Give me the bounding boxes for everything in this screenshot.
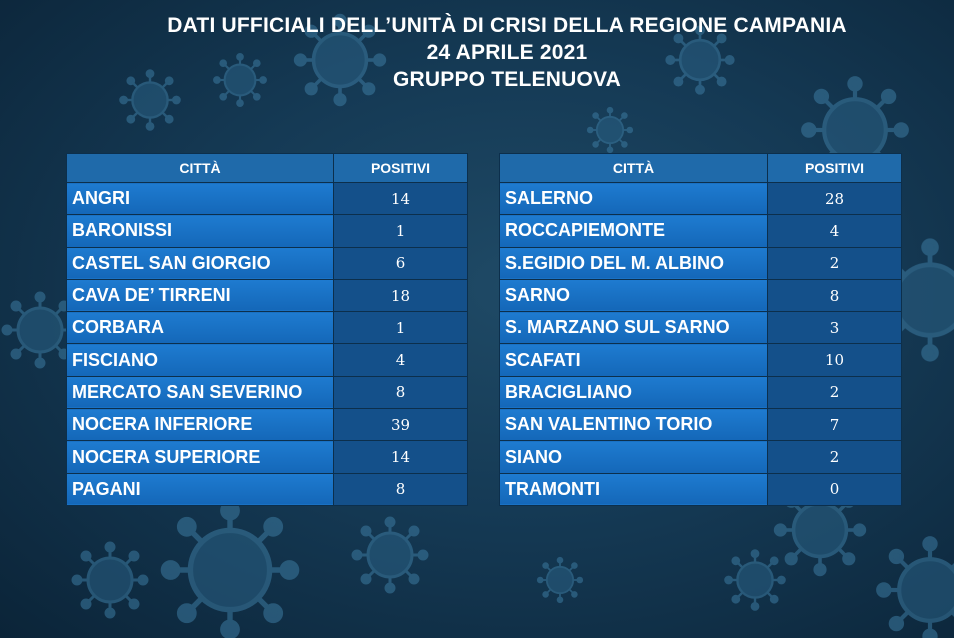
city-cell: S.EGIDIO DEL M. ALBINO: [499, 246, 768, 280]
header-title: DATI UFFICIALI DELL’UNITÀ DI CRISI DELLA…: [167, 14, 847, 37]
positives-cell: 3: [767, 311, 902, 345]
city-cell: MERCATO SAN SEVERINO: [66, 375, 334, 410]
positives-cell: 1: [333, 311, 468, 345]
table-row: SCAFATI 10: [499, 343, 902, 377]
city-cell: FISCIANO: [66, 343, 334, 377]
positives-table-right: CITTÀ POSITIVI SALERNO 28 ROCCAPIEMONTE 4 …: [499, 153, 902, 506]
positives-cell: 6: [333, 246, 468, 280]
table-row: BRACIGLIANO 2: [499, 375, 902, 410]
table-header-row: CITTÀ POSITIVI: [66, 153, 468, 183]
city-cell: NOCERA INFERIORE: [66, 408, 334, 442]
city-cell: SARNO: [499, 278, 768, 313]
city-cell: CASTEL SAN GIORGIO: [66, 246, 334, 280]
city-cell: ROCCAPIEMONTE: [499, 214, 768, 248]
city-cell: SAN VALENTINO TORIO: [499, 408, 768, 442]
city-cell: SIANO: [499, 440, 768, 474]
table-row: SAN VALENTINO TORIO 7: [499, 408, 902, 442]
city-cell: SCAFATI: [499, 343, 768, 377]
city-cell: BRACIGLIANO: [499, 375, 768, 410]
positives-cell: 39: [333, 408, 468, 442]
table-row: CAVA DE’ TIRRENI 18: [66, 278, 468, 313]
table-row: SIANO 2: [499, 440, 902, 474]
column-header-positives: POSITIVI: [767, 153, 902, 183]
positives-cell: 8: [333, 375, 468, 410]
column-header-city: CITTÀ: [66, 153, 334, 183]
positives-cell: 4: [767, 214, 902, 248]
positives-cell: 1: [333, 214, 468, 248]
city-cell: CAVA DE’ TIRRENI: [66, 278, 334, 313]
positives-cell: 10: [767, 343, 902, 377]
city-cell: CORBARA: [66, 311, 334, 345]
table-row: S. MARZANO SUL SARNO 3: [499, 311, 902, 345]
table-row: SALERNO 28: [499, 181, 902, 216]
positives-table-left: CITTÀ POSITIVI ANGRI 14 BARONISSI 1 CASTEL…: [66, 153, 468, 506]
positives-cell: 14: [333, 181, 468, 216]
table-row: FISCIANO 4: [66, 343, 468, 377]
table-row: BARONISSI 1: [66, 214, 468, 248]
page-header: DATI UFFICIALI DELL’UNITÀ DI CRISI DELLA…: [0, 12, 954, 93]
header-date: 24 APRILE 2021: [426, 41, 588, 64]
table-row: ROCCAPIEMONTE 4: [499, 214, 902, 248]
table-row: SARNO 8: [499, 278, 902, 313]
column-header-positives: POSITIVI: [333, 153, 468, 183]
positives-cell: 2: [767, 440, 902, 474]
positives-cell: 28: [767, 181, 902, 216]
positives-cell: 8: [767, 278, 902, 313]
header-source: GRUPPO TELENUOVA: [393, 68, 621, 91]
positives-cell: 18: [333, 278, 468, 313]
positives-cell: 0: [767, 472, 902, 506]
table-header-row: CITTÀ POSITIVI: [499, 153, 902, 183]
table-row: ANGRI 14: [66, 181, 468, 216]
table-row: NOCERA INFERIORE 39: [66, 408, 468, 442]
city-cell: PAGANI: [66, 472, 334, 506]
table-row: PAGANI 8: [66, 472, 468, 506]
city-cell: NOCERA SUPERIORE: [66, 440, 334, 474]
table-row: CASTEL SAN GIORGIO 6: [66, 246, 468, 280]
table-row: CORBARA 1: [66, 311, 468, 345]
city-cell: S. MARZANO SUL SARNO: [499, 311, 768, 345]
positives-cell: 8: [333, 472, 468, 506]
positives-cell: 7: [767, 408, 902, 442]
table-row: TRAMONTI 0: [499, 472, 902, 506]
positives-cell: 2: [767, 246, 902, 280]
city-cell: SALERNO: [499, 181, 768, 216]
positives-cell: 4: [333, 343, 468, 377]
table-row: S.EGIDIO DEL M. ALBINO 2: [499, 246, 902, 280]
table-row: MERCATO SAN SEVERINO 8: [66, 375, 468, 410]
positives-cell: 14: [333, 440, 468, 474]
city-cell: TRAMONTI: [499, 472, 768, 506]
city-cell: BARONISSI: [66, 214, 334, 248]
positives-cell: 2: [767, 375, 902, 410]
column-header-city: CITTÀ: [499, 153, 768, 183]
table-row: NOCERA SUPERIORE 14: [66, 440, 468, 474]
city-cell: ANGRI: [66, 181, 334, 216]
